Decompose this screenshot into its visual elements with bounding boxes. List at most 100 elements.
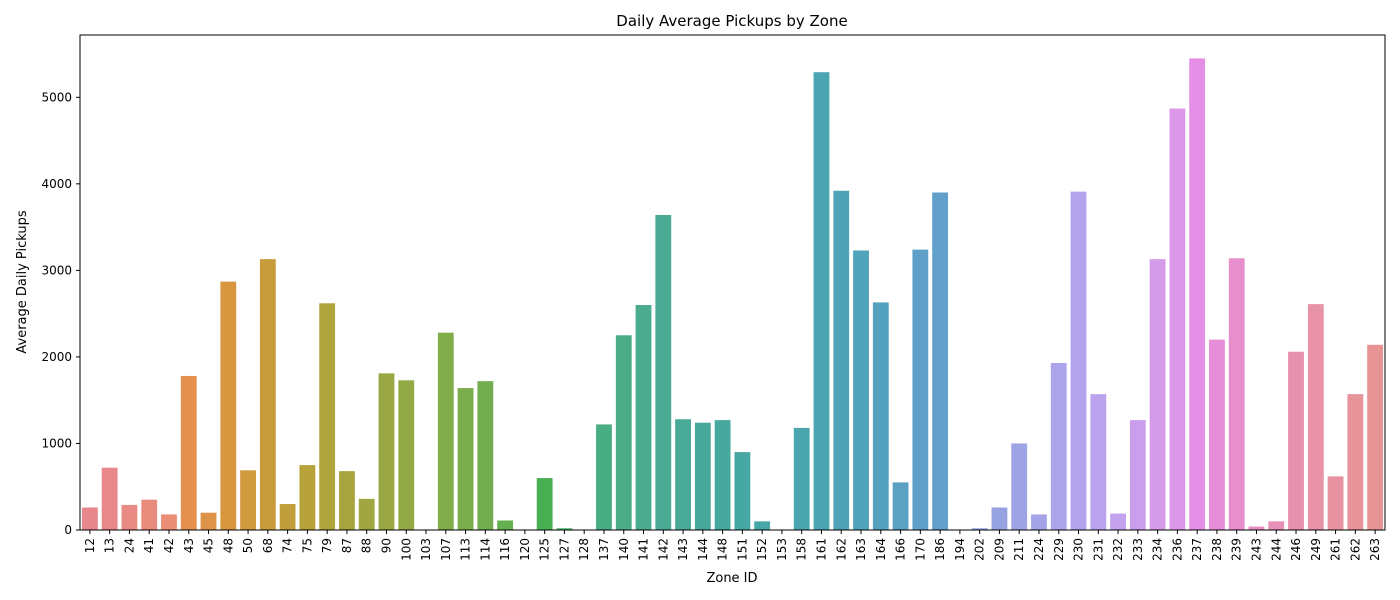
bar-zone-42 [161, 514, 177, 530]
x-tick-label: 162 [834, 538, 848, 561]
x-tick-label: 100 [399, 538, 413, 561]
x-tick-label: 137 [597, 538, 611, 561]
x-tick-label: 114 [478, 538, 492, 561]
bar-zone-12 [81, 507, 98, 530]
x-tick-label: 68 [261, 538, 275, 553]
x-tick-label: 103 [419, 538, 433, 561]
bar-zone-158 [793, 427, 810, 530]
bar-zone-45 [200, 512, 217, 530]
x-tick-label: 211 [1012, 538, 1026, 561]
x-tick-label: 120 [518, 538, 532, 561]
bar-zone-88 [358, 498, 375, 530]
bar-zone-224 [1031, 514, 1047, 530]
bar-zone-231 [1090, 394, 1107, 530]
x-tick-label: 263 [1368, 538, 1382, 561]
x-tick-label: 144 [696, 538, 710, 561]
bar-zone-263 [1367, 344, 1384, 530]
x-tick-label: 194 [953, 538, 967, 561]
x-tick-label: 148 [716, 538, 730, 561]
bar-zone-261 [1327, 476, 1344, 530]
x-tick-label: 166 [894, 538, 908, 561]
x-tick-label: 234 [1151, 538, 1165, 561]
x-tick-label: 50 [241, 538, 255, 553]
bar-zone-114 [477, 381, 494, 530]
x-tick-label: 246 [1289, 538, 1303, 561]
x-tick-label: 233 [1131, 538, 1145, 561]
bar-zone-237 [1189, 58, 1206, 531]
bar-zone-186 [932, 192, 949, 530]
bar-zone-24 [121, 504, 138, 530]
x-tick-label: 239 [1230, 538, 1244, 561]
bar-zone-113 [457, 388, 474, 530]
bar-zone-75 [299, 465, 316, 530]
bar-zone-229 [1050, 362, 1067, 530]
bar-zone-236 [1169, 108, 1186, 530]
bar-zone-141 [635, 305, 652, 530]
x-tick-label: 249 [1309, 538, 1323, 561]
bar-zone-249 [1307, 304, 1324, 530]
x-tick-label: 224 [1032, 538, 1046, 561]
bar-zone-232 [1110, 513, 1126, 530]
bar-zone-211 [1011, 443, 1028, 530]
x-tick-label: 125 [538, 538, 552, 561]
y-tick-label: 1000 [41, 436, 72, 450]
x-tick-label: 261 [1329, 538, 1343, 561]
x-tick-label: 236 [1170, 538, 1184, 561]
chart-title: Daily Average Pickups by Zone [616, 12, 847, 30]
x-tick-label: 90 [379, 538, 393, 553]
x-tick-label: 243 [1249, 538, 1263, 561]
bar-zone-163 [853, 250, 869, 531]
y-tick-label: 3000 [41, 263, 72, 277]
bar-zone-144 [694, 422, 711, 530]
x-tick-label: 170 [913, 538, 927, 561]
bar-zone-87 [339, 471, 355, 530]
bar-zone-230 [1070, 191, 1087, 530]
x-tick-label: 232 [1111, 538, 1125, 561]
bar-zone-100 [398, 380, 415, 530]
bar-zone-143 [675, 419, 691, 530]
x-tick-label: 186 [933, 538, 947, 561]
bar-zone-79 [319, 303, 336, 530]
bar-zone-166 [892, 482, 909, 530]
x-tick-label: 142 [656, 538, 670, 561]
x-tick-label: 202 [973, 538, 987, 561]
bar-zone-238 [1209, 339, 1225, 530]
bar-zone-43 [180, 375, 197, 530]
x-axis-ticks: 12 13 24 41 42 43 45 48 50 68 74 75 79 87 88 90 100 103 10… [83, 530, 1382, 561]
x-tick-label: 140 [617, 538, 631, 561]
bar-zone-209 [991, 507, 1008, 530]
bar-zone-116 [497, 520, 514, 530]
x-tick-label: 152 [755, 538, 769, 561]
bar-zone-68 [259, 259, 276, 530]
bar-zone-243 [1248, 526, 1265, 530]
bar-zone-262 [1347, 394, 1364, 530]
plot-frame [79, 34, 1386, 531]
x-tick-label: 229 [1052, 538, 1066, 561]
x-tick-label: 127 [557, 538, 571, 561]
bar-zone-151 [734, 452, 751, 530]
x-tick-label: 161 [814, 538, 828, 561]
bar-zone-137 [596, 424, 612, 530]
y-tick-label: 4000 [41, 177, 72, 191]
x-tick-label: 113 [459, 538, 473, 561]
bar-zone-244 [1268, 521, 1285, 530]
x-tick-label: 79 [320, 538, 334, 553]
y-tick-label: 5000 [41, 90, 72, 104]
x-tick-label: 141 [637, 538, 651, 561]
bar-zone-152 [754, 521, 771, 530]
x-tick-label: 74 [281, 538, 295, 553]
x-tick-label: 45 [202, 538, 216, 553]
x-tick-label: 75 [300, 538, 314, 553]
x-tick-label: 116 [498, 538, 512, 561]
bar-zone-234 [1149, 259, 1166, 530]
x-tick-label: 153 [775, 538, 789, 561]
x-tick-label: 237 [1190, 538, 1204, 561]
bar-zone-107 [437, 332, 454, 530]
x-tick-label: 13 [103, 538, 117, 553]
bar-zone-90 [378, 373, 395, 530]
bars-group [81, 58, 1384, 531]
y-axis-ticks: 0 1000 2000 3000 4000 5000 [41, 90, 80, 537]
x-tick-label: 151 [735, 538, 749, 561]
x-tick-label: 24 [122, 538, 136, 553]
